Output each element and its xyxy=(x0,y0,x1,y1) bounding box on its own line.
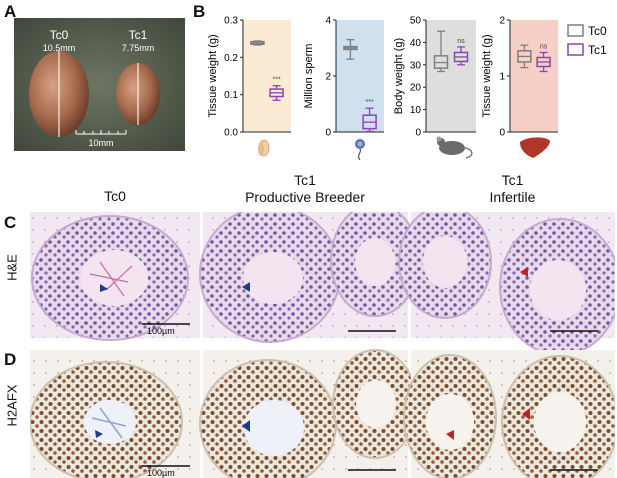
legend-label-tc1: Tc1 xyxy=(588,43,607,57)
col-header-infertile: Tc1 Infertile xyxy=(410,172,615,206)
ylabel-1: Tissue weight (g) xyxy=(207,34,219,117)
ticks-1: 0.0 0.1 0.2 0.3 xyxy=(224,16,243,139)
col-header-tc0: Tc0 xyxy=(104,188,126,204)
col-header-infertile-line2: Infertile xyxy=(489,189,536,205)
ytick-label-4-1: 1 xyxy=(499,72,505,83)
ticks-2: 0 2 4 xyxy=(325,16,336,139)
chart-liver-weight: Tissue weight (g) 0 1 2 ns xyxy=(481,16,558,158)
scale-bar-a xyxy=(75,130,127,135)
arrowhead-blue-d1 xyxy=(95,430,103,438)
boxes-4 xyxy=(517,44,551,73)
boxes-3 xyxy=(433,30,469,73)
box-3-tc1 xyxy=(453,46,469,66)
box-2-tc0 xyxy=(343,38,358,60)
ytick-label-1-0: 0.0 xyxy=(224,128,238,139)
legend-swatch-tc0 xyxy=(567,24,584,37)
h2afx-breeder-panel xyxy=(199,349,418,478)
scale-label-c: 100µm xyxy=(147,326,175,336)
arrowhead-red-d1 xyxy=(522,408,530,420)
sig-4: ns xyxy=(540,43,548,50)
ylabel-2: Million sperm xyxy=(303,44,315,109)
arrowhead-blue-c1 xyxy=(100,284,108,292)
panel-letter-a: A xyxy=(4,2,17,21)
ytick-label-2-2: 4 xyxy=(325,16,331,27)
sig-2: *** xyxy=(366,99,374,106)
axis-1 xyxy=(242,20,291,133)
legend-label-tc0: Tc0 xyxy=(588,24,607,38)
ticks-4: 0 1 2 xyxy=(499,16,510,139)
box-3-tc0 xyxy=(433,30,449,73)
ytick-label-1-2: 0.2 xyxy=(224,53,238,64)
label-tc1: Tc1 xyxy=(129,28,148,42)
axis-3 xyxy=(425,20,476,133)
chart-body-weight: Body weight (g) 0 10 20 30 40 50 ns xyxy=(393,16,476,159)
boxes-2 xyxy=(343,38,377,133)
chart-testis-weight: Tissue weight (g) 0.0 0.1 0.2 0.3 *** xyxy=(207,16,291,157)
ytick-label-3-2: 20 xyxy=(410,83,422,94)
he-tc0-panel: 100µm xyxy=(30,212,200,341)
sig-3: ns xyxy=(457,38,465,45)
scale-label-d: 100µm xyxy=(147,468,175,478)
ytick-label-1-1: 0.1 xyxy=(224,90,238,101)
box-1-tc0 xyxy=(250,40,265,46)
mouse-icon xyxy=(436,136,473,159)
row-label-he: H&E xyxy=(4,254,20,281)
ylabel-3: Body weight (g) xyxy=(393,38,405,114)
chart-million-sperm: Million sperm 0 2 4 *** xyxy=(303,16,384,161)
testis-photo: Tc0 10.5mm Tc1 7.75mm 10mm xyxy=(14,18,185,151)
col-header-breeder: Tc1 Productive Breeder xyxy=(200,172,410,206)
size-tc0: 10.5mm xyxy=(43,43,76,53)
ticks-3: 0 10 20 30 40 50 xyxy=(410,16,426,139)
ytick-label-1-3: 0.3 xyxy=(224,16,238,27)
col-header-infertile-line1: Tc1 xyxy=(501,172,524,188)
box-4-tc1 xyxy=(536,51,551,73)
h2afx-tc0-panel: 100µm xyxy=(30,350,200,478)
arrowhead-red-d2 xyxy=(446,430,454,440)
ylabel-4: Tissue weight (g) xyxy=(481,34,493,117)
col-header-breeder-line1: Tc1 xyxy=(294,172,316,188)
legend-swatch-tc1 xyxy=(567,43,584,56)
liver-icon xyxy=(520,137,550,158)
ytick-label-3-5: 50 xyxy=(410,16,422,27)
box-4-tc0 xyxy=(517,44,532,69)
row-label-h2afx: H2AFX xyxy=(4,384,20,427)
sig-1: *** xyxy=(273,77,281,84)
ytick-label-3-1: 10 xyxy=(410,105,422,116)
he-breeder-panel xyxy=(199,212,420,343)
scale-label-a: 10mm xyxy=(88,138,113,148)
panel-b-charts: Tissue weight (g) 0.0 0.1 0.2 0.3 *** Milli… xyxy=(207,16,607,161)
arrowhead-blue-d2 xyxy=(242,420,250,432)
ytick-label-4-2: 2 xyxy=(499,16,505,27)
ytick-label-4-0: 0 xyxy=(499,128,505,139)
boxes-1 xyxy=(250,40,284,101)
ytick-label-3-3: 30 xyxy=(410,60,422,71)
panel-letter-b: B xyxy=(193,2,206,21)
h2afx-infertile-panel xyxy=(403,350,615,478)
arrowhead-red-c xyxy=(520,267,528,277)
box-1-tc1 xyxy=(269,85,284,101)
ytick-label-3-0: 0 xyxy=(415,128,421,139)
ytick-label-3-4: 40 xyxy=(410,38,422,49)
col-header-breeder-line2: Productive Breeder xyxy=(245,189,365,205)
ytick-label-2-1: 2 xyxy=(325,72,331,83)
histology-grid: 100µm 100µm xyxy=(30,212,615,478)
sperm-icon xyxy=(355,139,365,161)
ytick-label-2-0: 0 xyxy=(325,128,331,139)
arrowhead-blue-c2 xyxy=(242,282,250,292)
panel-letter-c: C xyxy=(4,213,17,232)
legend: Tc0 Tc1 xyxy=(567,24,607,57)
label-tc0: Tc0 xyxy=(50,28,69,42)
size-tc1: 7.75mm xyxy=(122,43,155,53)
box-2-tc1 xyxy=(362,107,377,133)
he-infertile-panel xyxy=(398,212,615,356)
testis-icon xyxy=(258,139,270,157)
panel-letter-d: D xyxy=(4,350,17,369)
